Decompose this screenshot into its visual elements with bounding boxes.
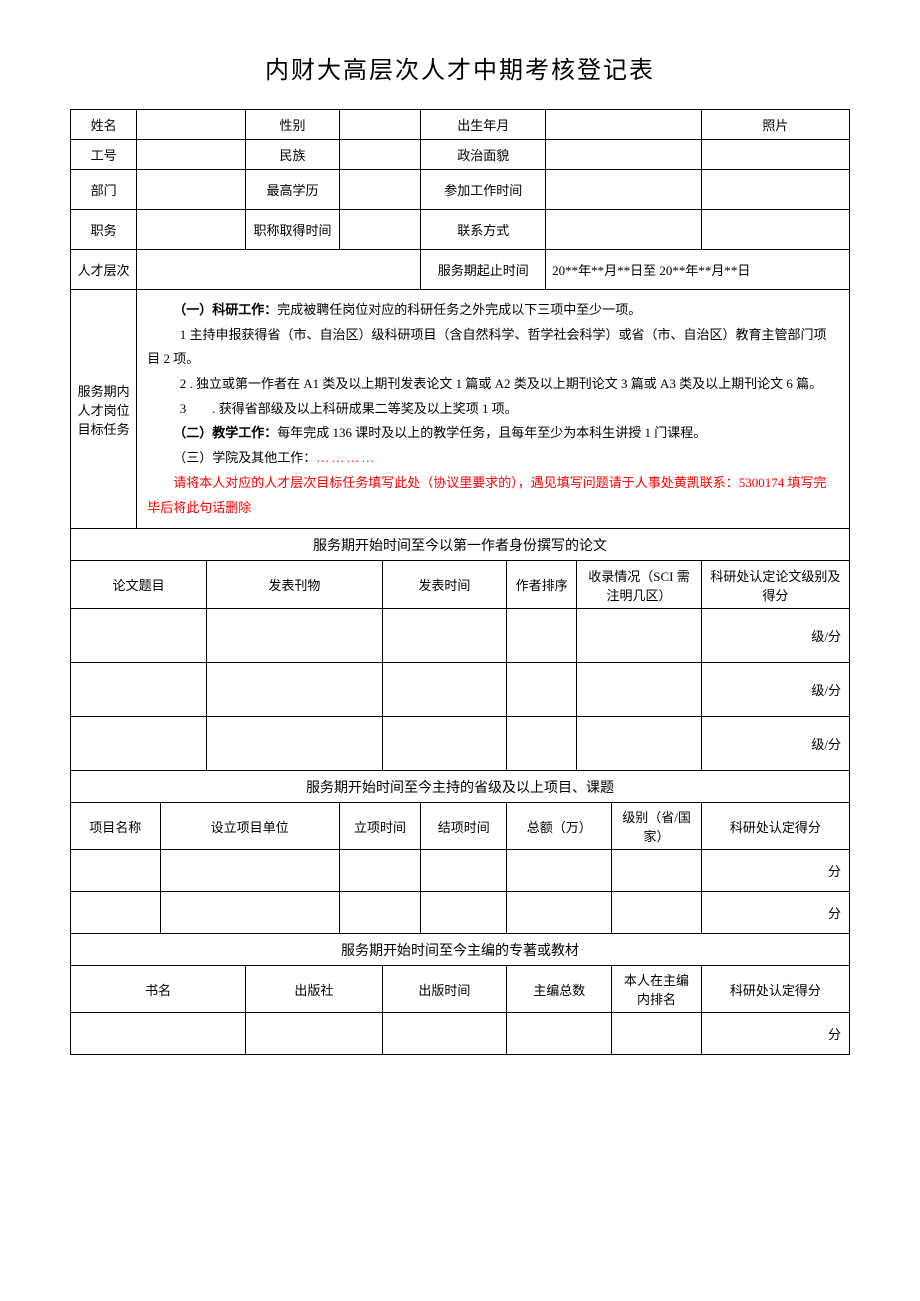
label-politics: 政治面貌: [421, 140, 546, 170]
projects-col-start: 立项时间: [339, 803, 421, 850]
field-position[interactable]: [137, 210, 246, 250]
paper-row: 级/分: [71, 663, 850, 717]
paper-row: 级/分: [71, 609, 850, 663]
project-score[interactable]: 分: [701, 850, 849, 892]
field-photo-ext[interactable]: [701, 140, 849, 170]
paper-score[interactable]: 级/分: [701, 717, 849, 771]
label-titledate: 职称取得时间: [246, 210, 339, 250]
field-level[interactable]: [137, 250, 421, 290]
papers-col-journal: 发表刊物: [207, 561, 382, 609]
books-col-score: 科研处认定得分: [701, 966, 849, 1013]
papers-col-title: 论文题目: [71, 561, 207, 609]
field-name[interactable]: [137, 110, 246, 140]
field-empno[interactable]: [137, 140, 246, 170]
label-photo: 照片: [701, 110, 849, 140]
registration-table: 姓名 性别 出生年月 照片 工号 民族 政治面貌 部门 最高学历 参加工作时间 …: [70, 109, 850, 1055]
book-row: 分: [71, 1013, 850, 1055]
papers-col-score: 科研处认定论文级别及得分: [701, 561, 849, 609]
field-workdate-ext[interactable]: [701, 170, 849, 210]
field-edu[interactable]: [339, 170, 421, 210]
field-contact[interactable]: [546, 210, 702, 250]
books-col-total: 主编总数: [507, 966, 612, 1013]
label-ethnic: 民族: [246, 140, 339, 170]
projects-section-header: 服务期开始时间至今主持的省级及以上项目、课题: [71, 771, 850, 803]
field-birth[interactable]: [546, 110, 702, 140]
project-score[interactable]: 分: [701, 892, 849, 934]
projects-col-end: 结项时间: [421, 803, 507, 850]
label-dept: 部门: [71, 170, 137, 210]
label-tasks: 服务期内人才岗位目标任务: [71, 290, 137, 529]
paper-row: 级/分: [71, 717, 850, 771]
label-contact: 联系方式: [421, 210, 546, 250]
tasks-content: （一）科研工作：完成被聘任岗位对应的科研任务之外完成以下三项中至少一项。 1 主…: [137, 290, 850, 529]
label-name: 姓名: [71, 110, 137, 140]
books-section-header: 服务期开始时间至今主编的专著或教材: [71, 934, 850, 966]
field-dept[interactable]: [137, 170, 246, 210]
papers-col-order: 作者排序: [507, 561, 577, 609]
paper-score[interactable]: 级/分: [701, 663, 849, 717]
papers-col-date: 发表时间: [382, 561, 507, 609]
field-titledate[interactable]: [339, 210, 421, 250]
projects-col-name: 项目名称: [71, 803, 161, 850]
label-level: 人才层次: [71, 250, 137, 290]
field-service-period: 20**年**月**日至 20**年**月**日: [546, 250, 850, 290]
projects-col-unit: 设立项目单位: [160, 803, 339, 850]
project-row: 分: [71, 850, 850, 892]
document-title: 内财大高层次人才中期考核登记表: [70, 50, 850, 85]
books-col-name: 书名: [71, 966, 246, 1013]
field-gender[interactable]: [339, 110, 421, 140]
label-gender: 性别: [246, 110, 339, 140]
task-line-7: 请将本人对应的人才层次目标任务填写此处（协议里要求的），遇见填写问题请于人事处黄…: [147, 471, 839, 520]
task-line-6: （三）学院及其他工作：…………: [147, 446, 839, 471]
task-line-2: 1 主持申报获得省（市、自治区）级科研项目（含自然科学、哲学社会科学）或省（市、…: [147, 323, 839, 372]
papers-section-header: 服务期开始时间至今以第一作者身份撰写的论文: [71, 529, 850, 561]
books-col-rank: 本人在主编内排名: [612, 966, 702, 1013]
project-row: 分: [71, 892, 850, 934]
label-edu: 最高学历: [246, 170, 339, 210]
projects-col-level: 级别（省/国家）: [612, 803, 702, 850]
task-line-5: （二）教学工作：每年完成 136 课时及以上的教学任务，且每年至少为本科生讲授 …: [147, 421, 839, 446]
label-birth: 出生年月: [421, 110, 546, 140]
task-line-4: 3 . 获得省部级及以上科研成果二等奖及以上奖项 1 项。: [147, 397, 839, 422]
projects-col-score: 科研处认定得分: [701, 803, 849, 850]
projects-col-amount: 总额（万）: [507, 803, 612, 850]
task-line-3: 2 . 独立或第一作者在 A1 类及以上期刊发表论文 1 篇或 A2 类及以上期…: [147, 372, 839, 397]
papers-col-index: 收录情况（SCI 需注明几区）: [577, 561, 702, 609]
label-service-period: 服务期起止时间: [421, 250, 546, 290]
label-empno: 工号: [71, 140, 137, 170]
field-workdate[interactable]: [546, 170, 702, 210]
label-position: 职务: [71, 210, 137, 250]
field-contact-ext[interactable]: [701, 210, 849, 250]
task-line-1: （一）科研工作：完成被聘任岗位对应的科研任务之外完成以下三项中至少一项。: [147, 298, 839, 323]
label-workdate: 参加工作时间: [421, 170, 546, 210]
book-score[interactable]: 分: [701, 1013, 849, 1055]
field-politics[interactable]: [546, 140, 702, 170]
paper-score[interactable]: 级/分: [701, 609, 849, 663]
field-ethnic[interactable]: [339, 140, 421, 170]
books-col-date: 出版时间: [382, 966, 507, 1013]
books-col-publisher: 出版社: [246, 966, 382, 1013]
